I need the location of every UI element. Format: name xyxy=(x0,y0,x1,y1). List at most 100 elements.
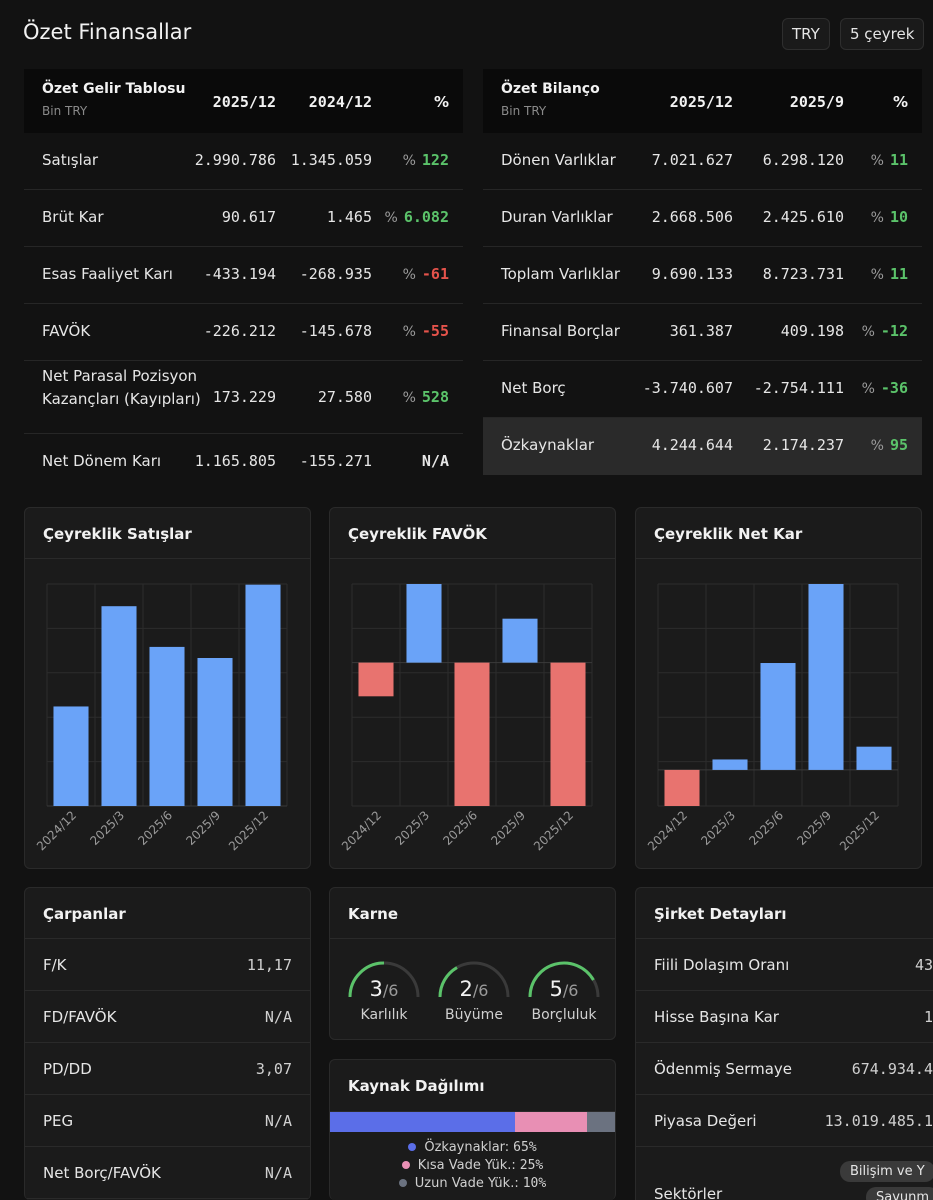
sector-chip[interactable]: Savunm xyxy=(866,1187,933,1200)
bar-2025/6[interactable] xyxy=(149,646,185,806)
gauge-fill xyxy=(348,961,385,998)
change-value: 11 xyxy=(889,151,908,169)
company-row-sectors: Sektörler Bilişim ve Y Savunm xyxy=(636,1147,933,1200)
income-col1: 2025/12 xyxy=(212,93,276,111)
x-tick-label: 2025/3 xyxy=(392,808,432,848)
company-value: 1 xyxy=(923,1008,933,1026)
percent-sign: % xyxy=(870,153,884,169)
balance-row: Net Borç -3.740.607 -2.754.111% -36 xyxy=(483,361,922,418)
change-value: -12 xyxy=(880,322,908,340)
funding-card: Kaynak Dağılımı Özkaynaklar: 65% Kısa Vade… xyxy=(329,1059,616,1200)
x-tick-label: 2025/12 xyxy=(226,808,271,853)
period-button[interactable]: 5 çeyrek xyxy=(840,18,925,50)
x-tick-label: 2025/6 xyxy=(440,808,480,848)
row-value-previous: -268.935 xyxy=(299,265,372,283)
gauge-score: 5/6 xyxy=(524,977,604,1001)
legend-dot xyxy=(398,1179,407,1187)
chart-title-favok: Çeyreklik FAVÖK xyxy=(330,508,615,559)
company-row: Ödenmiş Sermaye 674.934.4 xyxy=(636,1043,933,1095)
income-subtitle: Bin TRY xyxy=(42,104,88,118)
bar-2025/9[interactable] xyxy=(197,658,233,806)
row-value-previous: 6.298.120 xyxy=(762,151,844,169)
row-label: Özkaynaklar xyxy=(501,436,595,454)
x-tick-label: 2025/3 xyxy=(698,808,738,848)
multiple-label: PD/DD xyxy=(43,1060,92,1078)
percent-sign: % xyxy=(402,324,416,340)
gauge-fill xyxy=(528,961,595,998)
funding-title: Kaynak Dağılımı xyxy=(330,1060,615,1112)
company-row: Hisse Başına Kar 1 xyxy=(636,991,933,1043)
row-value-previous: 27.580 xyxy=(317,388,372,406)
funding-segment xyxy=(586,1112,615,1132)
bar-2025/12[interactable] xyxy=(245,584,281,806)
change-value: 11 xyxy=(889,265,908,283)
x-tick-label: 2025/12 xyxy=(837,808,882,853)
row-label: Esas Faaliyet Karı xyxy=(42,265,173,283)
multiple-value: N/A xyxy=(264,1112,292,1130)
balance-row: Toplam Varlıklar 9.690.133 8.723.731% 11 xyxy=(483,247,922,304)
income-row: Brüt Kar 90.617 1.465% 6.082 xyxy=(24,190,463,247)
row-value-current: -226.212 xyxy=(203,322,276,340)
bar-2025/3[interactable] xyxy=(101,606,137,806)
bar-2025/12[interactable] xyxy=(550,662,586,806)
x-tick-label: 2025/6 xyxy=(135,808,175,848)
row-change: % -61 xyxy=(403,265,449,283)
sectors-label: Sektörler xyxy=(654,1185,723,1200)
gauge-label: Borçluluk xyxy=(531,1007,597,1023)
row-change: % -55 xyxy=(403,322,449,340)
percent-sign: % xyxy=(870,210,884,226)
row-value-current: 2.668.506 xyxy=(651,208,733,226)
x-tick-label: 2024/12 xyxy=(34,808,79,853)
balance-row: Duran Varlıklar 2.668.506 2.425.610% 10 xyxy=(483,190,922,247)
percent-sign: % xyxy=(861,381,875,397)
row-value-previous: -145.678 xyxy=(299,322,372,340)
row-value-current: 7.021.627 xyxy=(651,151,733,169)
row-value-current: 9.690.133 xyxy=(651,265,733,283)
percent-sign: % xyxy=(870,438,884,454)
percent-sign: % xyxy=(861,324,875,340)
scorecard-card: Karne 3/6 Karlılık 2/6 Büyüme 5/6 Borçluluk xyxy=(329,887,616,1040)
row-label: Net Dönem Karı xyxy=(42,452,162,470)
income-row: Satışlar 2.990.786 1.345.059% 122 xyxy=(24,133,463,190)
bar-2025/9[interactable] xyxy=(808,584,844,770)
bar-2025/9[interactable] xyxy=(502,618,538,663)
funding-stacked-bar xyxy=(330,1112,615,1132)
gauge-arc xyxy=(348,961,420,998)
bar-2025/3[interactable] xyxy=(712,759,748,770)
bar-2024/12[interactable] xyxy=(664,769,700,806)
gauge-label: Karlılık xyxy=(360,1007,408,1023)
percent-sign: % xyxy=(402,153,416,169)
income-row: Net Dönem Karı 1.165.805 -155.271 N/A xyxy=(24,434,463,491)
income-table-header: Özet Gelir Tablosu Bin TRY 2025/12 2024/… xyxy=(24,69,463,133)
income-row: Net Parasal Pozisyon Kazançları (Kayıpla… xyxy=(24,361,463,434)
multiples-card: Çarpanlar F/K 11,17 FD/FAVÖK N/A PD/DD 3,07 PE… xyxy=(24,887,311,1200)
row-change: % 10 xyxy=(871,208,908,226)
balance-col2: 2025/9 xyxy=(789,93,844,111)
x-tick-label: 2024/12 xyxy=(645,808,690,853)
change-value: 528 xyxy=(421,388,449,406)
bar-2025/3[interactable] xyxy=(406,584,442,663)
row-label: Toplam Varlıklar xyxy=(501,265,621,283)
bar-2024/12[interactable] xyxy=(358,662,394,697)
chart-title-sales: Çeyreklik Satışlar xyxy=(25,508,310,559)
income-row: FAVÖK -226.212 -145.678% -55 xyxy=(24,304,463,361)
funding-legend-item: Uzun Vade Yük.: 10% xyxy=(330,1176,615,1194)
row-label: Brüt Kar xyxy=(42,208,104,226)
chart-card-netkar: Çeyreklik Net Kar 2024/12 2025/3 2025/6 202… xyxy=(635,507,922,869)
currency-button[interactable]: TRY xyxy=(782,18,830,50)
page-title: Özet Finansallar xyxy=(23,20,192,44)
row-value-current: -433.194 xyxy=(203,265,276,283)
bar-2025/6[interactable] xyxy=(760,663,796,770)
row-value-previous: 8.723.731 xyxy=(762,265,844,283)
scorecard-gauge: 3/6 Karlılık xyxy=(344,957,424,1037)
change-value: 95 xyxy=(889,436,908,454)
bar-2025/6[interactable] xyxy=(454,662,490,806)
bar-2024/12[interactable] xyxy=(53,706,89,806)
row-change: % 11 xyxy=(871,151,908,169)
row-value-current: 361.387 xyxy=(669,322,733,340)
sector-chip[interactable]: Bilişim ve Y xyxy=(840,1161,933,1182)
x-tick-label: 2024/12 xyxy=(339,808,384,853)
row-label: Duran Varlıklar xyxy=(501,208,613,226)
bar-2025/12[interactable] xyxy=(856,746,892,770)
company-value: 43 xyxy=(914,956,933,974)
